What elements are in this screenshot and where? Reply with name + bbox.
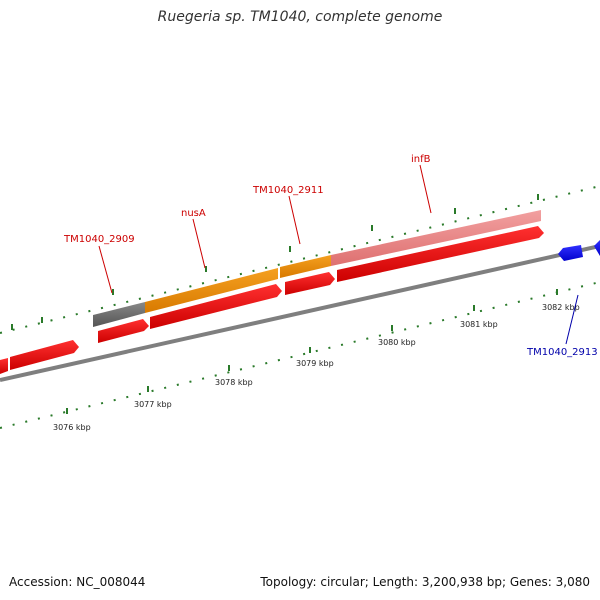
page-title: Ruegeria sp. TM1040, complete genome (157, 9, 443, 25)
cds-arrow[interactable] (150, 284, 282, 329)
gene-block-nusa[interactable] (145, 268, 278, 313)
axis-label: 3080 kbp (378, 338, 416, 347)
gene-label-nusa[interactable]: nusA (181, 208, 206, 219)
gene-label-tm1040-2909[interactable]: TM1040_2909 (63, 234, 135, 245)
cds-arrows-forward (0, 226, 544, 374)
genome-backbone (0, 244, 600, 382)
cds-arrow[interactable] (0, 358, 8, 374)
axis-label: 3081 kbp (460, 320, 498, 329)
cds-arrows-reverse (558, 240, 600, 261)
gene-label-tm1040-2911[interactable]: TM1040_2911 (252, 185, 324, 196)
axis-label: 3076 kbp (53, 423, 91, 432)
gene-block-infb[interactable] (331, 210, 541, 266)
gene-blocks (93, 210, 541, 327)
gene-label-tm1040-2913[interactable]: TM1040_2913 (526, 347, 598, 358)
axis-label: 3078 kbp (215, 378, 253, 387)
gene-label-infb[interactable]: infB (411, 154, 431, 165)
accession-text: Accession: NC_008044 (9, 575, 146, 589)
gene-label-leaders (98, 164, 579, 345)
axis-labels: 3076 kbp 3077 kbp 3078 kbp 3079 kbp 3080… (53, 303, 580, 432)
genome-summary-text: Topology: circular; Length: 3,200,938 bp… (260, 575, 590, 589)
axis-label: 3077 kbp (134, 400, 172, 409)
outer-tick-track (0, 185, 600, 334)
cds-arrow[interactable] (285, 272, 335, 295)
inner-tick-track (0, 281, 600, 429)
cds-arrow-reverse[interactable] (594, 240, 600, 256)
cds-arrow[interactable] (10, 340, 79, 370)
gene-labels: TM1040_2909 nusA TM1040_2911 infB TM1040… (63, 154, 598, 358)
gene-block-tm1040-2911[interactable] (280, 255, 331, 278)
cds-arrow[interactable] (337, 226, 544, 282)
gene-block-tm1040-2909[interactable] (93, 302, 145, 327)
axis-label: 3079 kbp (296, 359, 334, 368)
axis-label: 3082 kbp (542, 303, 580, 312)
cds-arrow[interactable] (98, 319, 149, 343)
cds-arrow-reverse[interactable] (558, 245, 583, 261)
